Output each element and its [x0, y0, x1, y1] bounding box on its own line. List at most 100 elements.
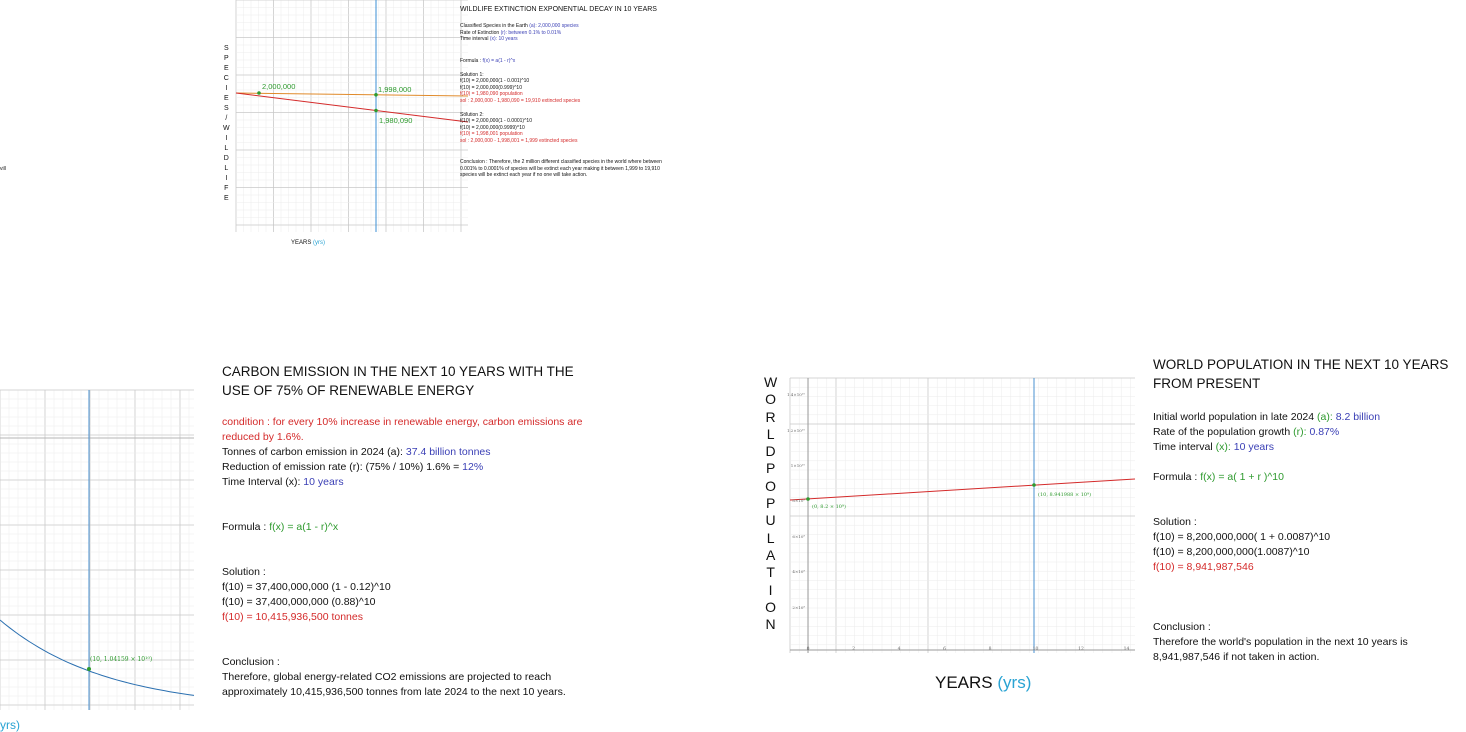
population-initial-label: Initial world population in late 2024	[1153, 411, 1315, 423]
population-y-tick: 1×10¹⁰	[791, 463, 806, 468]
wildlife-rate-label: Rate of Extinction	[460, 29, 500, 36]
carbon-conclusion-title: Conclusion :	[222, 656, 280, 668]
wildlife-y-letter: E	[223, 95, 229, 102]
wildlife-label-high: 1,998,000	[378, 85, 412, 94]
wildlife-species-value: 2,000,000 species	[538, 23, 579, 30]
wildlife-y-letter: E	[223, 65, 229, 72]
wildlife-sol2-line1: f(10) = 2,000,000(1 - 0.0001)^10	[460, 118, 532, 125]
wildlife-x-axis-unit: (yrs)	[313, 240, 326, 246]
population-text-panel: WORLD POPULATION IN THE NEXT 10 YEARS FR…	[1153, 355, 1453, 665]
carbon-condition: condition : for every 10% increase in re…	[222, 416, 583, 443]
population-solution-title: Solution :	[1153, 516, 1197, 528]
population-title: WORLD POPULATION IN THE NEXT 10 YEARS FR…	[1153, 357, 1449, 391]
population-y-letter: L	[766, 529, 775, 546]
wildlife-y-letter: S	[223, 45, 229, 52]
wildlife-title: WILDLIFE EXTINCTION EXPONENTIAL DECAY IN…	[460, 6, 657, 13]
population-rate-label: Rate of the population growth	[1153, 426, 1291, 438]
carbon-point	[87, 667, 91, 671]
carbon-title: CARBON EMISSION IN THE NEXT 10 YEARS WIT…	[222, 364, 574, 398]
population-x-axis-text: YEARS	[935, 673, 993, 692]
wildlife-conclusion: Conclusion : Therefore, the 2 million di…	[460, 159, 662, 178]
population-y-tick: 4×10⁹	[792, 569, 805, 574]
population-conclusion: Therefore the world's population in the …	[1153, 636, 1408, 663]
carbon-reduction-value: 12%	[462, 461, 484, 473]
carbon-tonnes-label: Tonnes of carbon emission in 2024 (a):	[222, 446, 403, 458]
wildlife-interval-var: (x):	[489, 36, 498, 43]
wildlife-y-letter: I	[225, 175, 228, 182]
carbon-solution-title: Solution :	[222, 566, 266, 578]
wildlife-y-letter: I	[225, 135, 228, 142]
wildlife-sol1-line4: sol : 2,000,000 - 1,980,090 = 19,910 ext…	[460, 97, 581, 104]
carbon-interval-label: Time Interval (x):	[222, 476, 301, 488]
carbon-tonnes-value: 37.4 billion tonnes	[405, 446, 491, 458]
wildlife-species-var: (a):	[529, 23, 537, 30]
wildlife-rate-var: (r):	[500, 29, 507, 36]
wildlife-label-low: 1,980,090	[379, 116, 413, 125]
wildlife-y-letter: E	[223, 195, 229, 202]
population-x-tick: 8	[989, 646, 992, 652]
carbon-sol-line3: f(10) = 10,415,936,500 tonnes	[222, 611, 363, 623]
population-y-letter: O	[765, 477, 777, 494]
left-edge-fragment: vill	[0, 166, 6, 172]
wildlife-low-point	[374, 108, 378, 113]
wildlife-y-letter: D	[223, 155, 229, 162]
population-y-letter: P	[765, 460, 776, 477]
wildlife-slow-decay-line	[235, 92, 469, 97]
wildlife-y-letter: W	[223, 125, 230, 132]
population-y-tick: 1.4×10¹⁰	[787, 392, 805, 397]
population-end-point	[1032, 483, 1036, 487]
population-y-letter: W	[764, 374, 778, 390]
population-start-point	[806, 497, 810, 501]
wildlife-sol2-title: Solution 2:	[460, 112, 484, 119]
carbon-interval-value: 10 years	[303, 476, 344, 488]
wildlife-y-letter: I	[225, 85, 228, 92]
wildlife-x-axis-label: YEARS (yrs)	[291, 240, 325, 246]
wildlife-start-point	[257, 91, 261, 95]
population-initial-value: 8.2 billion	[1335, 411, 1381, 423]
wildlife-y-letter: P	[223, 55, 229, 62]
population-y-letter: T	[766, 564, 775, 581]
population-y-tick: 2×10⁹	[792, 605, 805, 610]
population-x-tick: 0	[807, 646, 810, 652]
population-formula-label: Formula :	[1153, 471, 1198, 483]
wildlife-sol2-line4: sol : 2,000,000 - 1,998,001 = 1,999 exti…	[460, 137, 578, 144]
population-initial-var: (a):	[1317, 411, 1333, 423]
wildlife-sol1-line3: f(10) = 1,980,090 population	[460, 91, 523, 98]
population-x-tick: 10	[1033, 646, 1039, 652]
population-y-letter: D	[765, 443, 776, 460]
population-y-letter: L	[766, 425, 775, 442]
carbon-point-label: (10, 1.04159 × 10¹⁰)	[90, 656, 153, 663]
wildlife-y-letter: /	[225, 115, 228, 122]
wildlife-formula: f(x) = a(1 - r)^x	[482, 57, 516, 64]
population-y-letter: N	[765, 616, 776, 633]
carbon-text-panel: CARBON EMISSION IN THE NEXT 10 YEARS WIT…	[222, 362, 622, 700]
population-x-tick: 4	[898, 646, 901, 652]
wildlife-text-panel: WILDLIFE EXTINCTION EXPONENTIAL DECAY IN…	[460, 6, 674, 178]
population-y-tick: 1.2×10¹⁰	[787, 428, 805, 433]
wildlife-label-start: 2,000,000	[262, 82, 296, 91]
carbon-x-axis-fragment: yrs)	[0, 718, 20, 732]
population-conclusion-title: Conclusion :	[1153, 621, 1211, 633]
population-start-label: (0, 8.2 × 10⁹)	[812, 503, 846, 510]
population-graph: 1.4×10¹⁰ 1.2×10¹⁰ 1×10¹⁰ 8×10⁹ 6×10⁹ 4×10⁹ 2×1…	[787, 377, 1136, 653]
wildlife-interval-value: 10 years	[498, 36, 518, 43]
population-x-tick: 6	[943, 646, 946, 652]
population-interval-var: (x):	[1215, 441, 1231, 453]
population-formula: f(x) = a( 1 + r )^10	[1200, 471, 1284, 483]
wildlife-fast-decay-line	[235, 92, 469, 123]
population-growth-line	[789, 478, 1136, 501]
carbon-conclusion: Therefore, global energy-related CO2 emi…	[222, 671, 566, 698]
population-x-tick: 14	[1124, 646, 1130, 652]
carbon-sol-line1: f(10) = 37,400,000,000 (1 - 0.12)^10	[222, 581, 391, 593]
carbon-reduction-label: Reduction of emission rate (r): (75% / 1…	[222, 461, 460, 473]
carbon-formula-label: Formula :	[222, 521, 267, 533]
carbon-sol-line2: f(10) = 37,400,000,000 (0.88)^10	[222, 596, 376, 608]
population-y-tick: 8×10⁹	[792, 498, 805, 503]
wildlife-y-letter: F	[224, 185, 229, 192]
wildlife-graph	[235, 0, 469, 232]
population-sol-line2: f(10) = 8,200,000,000(1.0087)^10	[1153, 546, 1310, 558]
wildlife-sol2-line2: f(10) = 2,000,000(0.9999)^10	[460, 124, 525, 131]
wildlife-species-label: Classified Species in the Earth	[460, 23, 528, 30]
wildlife-y-letter: C	[223, 75, 229, 82]
